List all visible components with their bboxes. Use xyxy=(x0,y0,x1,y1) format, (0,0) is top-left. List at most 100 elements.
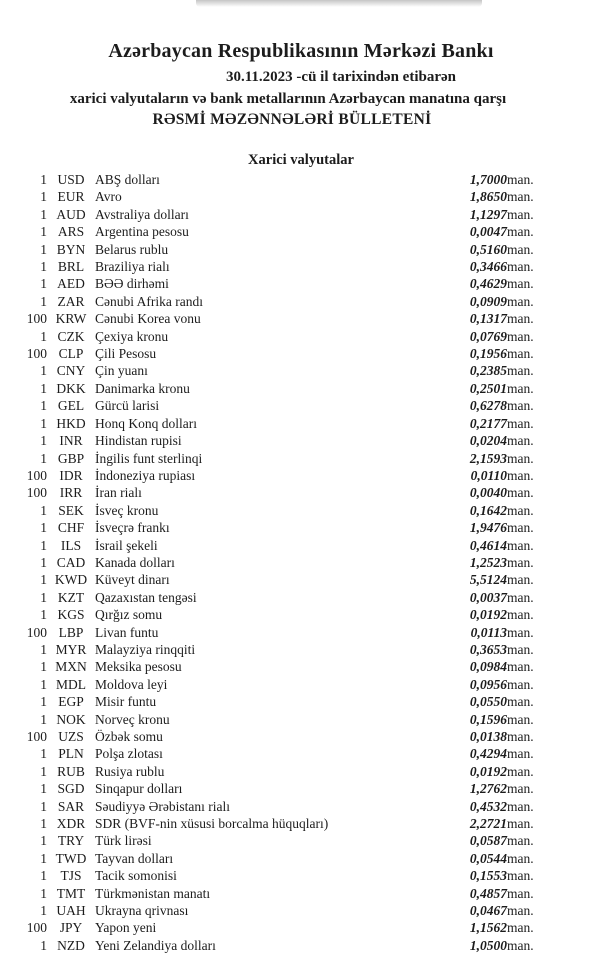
rate-quantity: 1 xyxy=(40,885,47,901)
rate-quantity: 100 xyxy=(26,346,47,362)
rate-row: 1 MDL Moldova leyi 0,0956 man. xyxy=(0,676,572,693)
currency-name: İsrail şekeli xyxy=(95,537,158,553)
rate-unit-label: man. xyxy=(507,276,534,292)
rate-value: 0,0138 xyxy=(469,729,507,744)
currency-code: GBP xyxy=(57,450,85,466)
rate-quantity: 1 xyxy=(40,433,47,449)
rate-value: 0,6278 xyxy=(469,398,507,414)
rate-row: 1 XDR SDR (BVF-nin xüsusi borcalma hüquq… xyxy=(0,815,572,832)
rate-value: 0,4294 xyxy=(469,746,507,762)
effective-date-line: 30.11.2023 -cü il tarixindən etibarən xyxy=(226,69,456,85)
rate-quantity: 100 xyxy=(26,624,47,640)
rate-value: 0,1642 xyxy=(469,502,507,518)
rate-quantity: 1 xyxy=(40,224,47,240)
rate-quantity: 1 xyxy=(40,589,47,605)
rate-unit-label: man. xyxy=(507,346,534,362)
currency-name: BƏƏ dirhəmi xyxy=(95,276,169,292)
rate-row: 1 GEL Gürcü larisi 0,6278 man. xyxy=(0,397,572,414)
currency-code: UAH xyxy=(56,903,86,919)
currency-code: IRR xyxy=(59,485,83,501)
rate-row: 1 AUD Avstraliya dolları 1,1297 man. xyxy=(0,206,572,223)
currency-code: RUB xyxy=(57,763,85,779)
currency-code: KZT xyxy=(57,589,85,605)
rate-value: 0,4614 xyxy=(469,537,507,553)
rate-unit-label: man. xyxy=(507,624,534,640)
rate-unit-label: man. xyxy=(507,833,534,849)
rate-value: 0,0984 xyxy=(469,659,507,675)
rate-row: 1 USD ABŞ dolları 1,7000 man. xyxy=(0,171,572,188)
rate-value: 0,0192 xyxy=(469,607,507,623)
rate-unit-label: man. xyxy=(507,554,534,570)
currency-code: LBP xyxy=(58,624,84,640)
rate-row: 100 IDR İndoneziya rupiası 0,0110 man. xyxy=(0,467,572,484)
rate-value: 0,0769 xyxy=(469,328,507,344)
currency-code: ILS xyxy=(60,537,82,553)
currency-code: PLN xyxy=(58,746,84,762)
rate-value: 0,0110 xyxy=(470,467,507,483)
currency-name: Polşa zlotası xyxy=(95,746,163,762)
rate-quantity: 1 xyxy=(40,172,47,187)
rate-value: 0,0113 xyxy=(470,624,507,640)
rate-unit-label: man. xyxy=(507,328,534,344)
currency-name: Səudiyyə Ərəbistanı rialı xyxy=(95,798,230,814)
rate-row: 1 BRL Braziliya rialı 0,3466 man. xyxy=(0,258,572,275)
bank-title: Azərbaycan Respublikasının Mərkəzi Bankı xyxy=(108,40,494,62)
rate-quantity: 1 xyxy=(40,850,47,866)
rate-value: 0,3653 xyxy=(469,641,507,657)
currency-code: HKD xyxy=(56,415,86,431)
rate-quantity: 1 xyxy=(40,676,47,692)
rate-unit-label: man. xyxy=(507,850,534,866)
rate-row: 1 CHF İsveçrə frankı 1,9476 man. xyxy=(0,519,572,536)
rate-unit-label: man. xyxy=(507,172,534,187)
rate-row: 1 NOK Norveç kronu 0,1596 man. xyxy=(0,711,572,728)
rate-unit-label: man. xyxy=(507,363,534,379)
rate-unit-label: man. xyxy=(507,485,534,501)
rate-row: 1 TWD Tayvan dolları 0,0544 man. xyxy=(0,850,572,867)
currency-name: İran rialı xyxy=(95,485,142,501)
bulletin-header: Azərbaycan Respublikasının Mərkəzi Bankı… xyxy=(0,0,602,128)
currency-code: UZS xyxy=(58,729,84,744)
rate-unit-label: man. xyxy=(507,763,534,779)
rate-row: 1 ZAR Cənubi Afrika randı 0,0909 man. xyxy=(0,293,572,310)
rate-quantity: 1 xyxy=(40,450,47,466)
rate-row: 100 UZS Özbək somu 0,0138 man. xyxy=(0,728,572,745)
rate-unit-label: man. xyxy=(507,920,534,936)
rate-unit-label: man. xyxy=(507,729,534,744)
rate-value: 0,1956 xyxy=(469,346,507,362)
rate-row: 1 MYR Malayziya rinqqiti 0,3653 man. xyxy=(0,641,572,658)
currency-name: Meksika pesosu xyxy=(95,659,182,675)
rate-row: 1 SEK İsveç kronu 0,1642 man. xyxy=(0,502,572,519)
rate-unit-label: man. xyxy=(507,380,534,396)
currency-name: Belarus rublu xyxy=(95,241,169,257)
rate-value: 0,5160 xyxy=(469,241,507,257)
rate-row: 100 IRR İran rialı 0,0040 man. xyxy=(0,484,572,501)
currency-name: Rusiya rublu xyxy=(95,763,165,779)
rate-quantity: 1 xyxy=(40,502,47,518)
rate-quantity: 1 xyxy=(40,816,47,832)
rate-unit-label: man. xyxy=(507,816,534,832)
currency-name: Moldova leyi xyxy=(95,676,168,692)
currency-name: İngilis funt sterlinqi xyxy=(95,450,203,466)
currency-name: Hindistan rupisi xyxy=(95,433,182,449)
rate-row: 1 UAH Ukrayna qrivnası 0,0467 man. xyxy=(0,902,572,919)
currency-code: CNY xyxy=(56,363,86,379)
currency-name: Kanada dolları xyxy=(95,554,175,570)
rate-unit-label: man. xyxy=(507,711,534,727)
rate-unit-label: man. xyxy=(507,746,534,762)
rate-quantity: 1 xyxy=(40,206,47,222)
currency-code: EGP xyxy=(58,694,84,710)
rate-value: 2,2721 xyxy=(469,816,507,832)
rate-value: 0,2501 xyxy=(469,380,507,396)
rate-row: 1 TRY Türk lirəsi 0,0587 man. xyxy=(0,832,572,849)
rate-value: 0,0192 xyxy=(469,763,507,779)
currency-code: EUR xyxy=(57,189,85,205)
currency-name: Misir funtu xyxy=(95,694,157,710)
currency-code: CHF xyxy=(57,520,85,536)
rate-row: 1 BYN Belarus rublu 0,5160 man. xyxy=(0,241,572,258)
currency-code: JPY xyxy=(59,920,83,936)
rate-quantity: 1 xyxy=(40,572,47,588)
rate-unit-label: man. xyxy=(507,885,534,901)
currency-code: SAR xyxy=(57,798,85,814)
currency-name: Yapon yeni xyxy=(95,920,157,936)
rate-row: 1 CZK Çexiya kronu 0,0769 man. xyxy=(0,328,572,345)
